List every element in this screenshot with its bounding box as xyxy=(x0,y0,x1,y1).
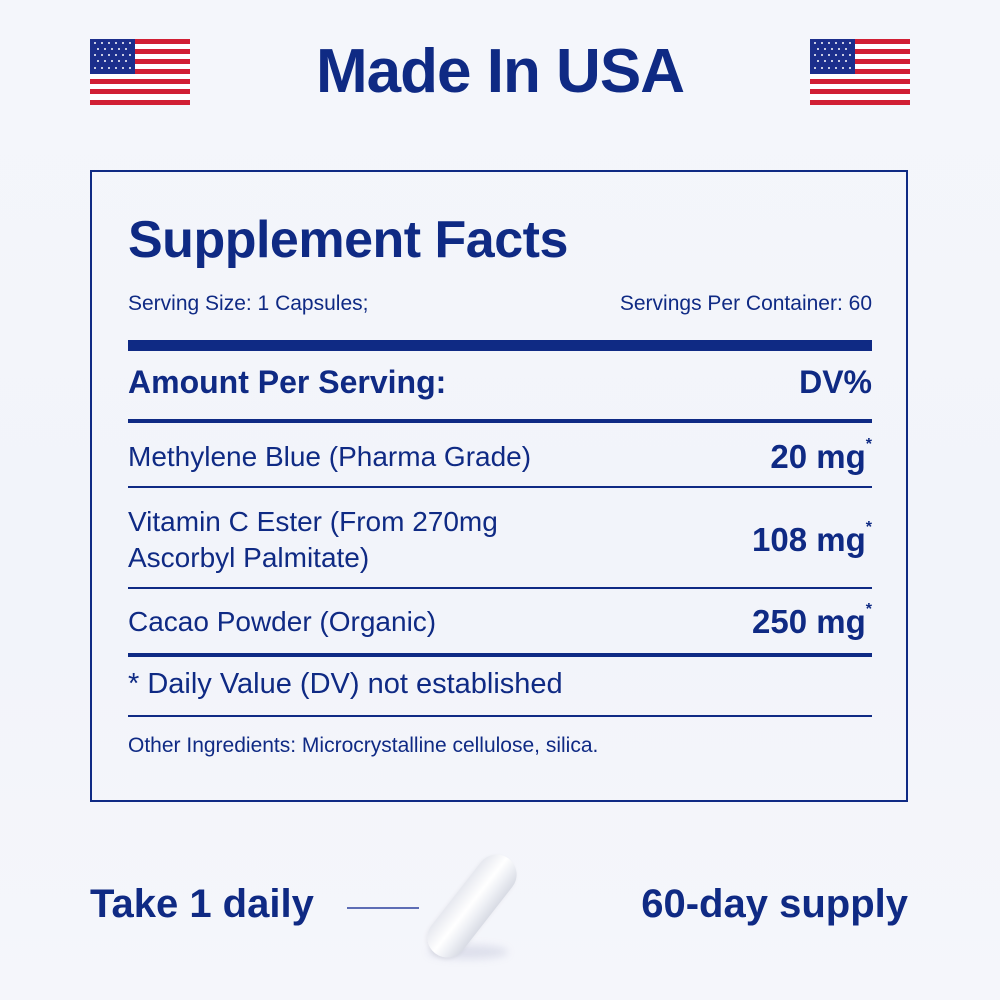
ingredient-row: Vitamin C Ester (From 270mg Ascorbyl Pal… xyxy=(128,503,872,577)
divider xyxy=(128,715,872,717)
ingredient-name: Cacao Powder (Organic) xyxy=(128,606,437,637)
ingredient-amount: 20 mg xyxy=(770,438,866,475)
divider-line xyxy=(347,907,419,909)
dv-footnote: * Daily Value (DV) not established xyxy=(128,668,563,700)
ingredient-amount: 108 mg xyxy=(752,521,866,558)
ingredient-amount: 250 mg xyxy=(752,603,866,640)
divider xyxy=(128,587,872,589)
divider xyxy=(128,419,872,423)
footnote-mark: * xyxy=(865,436,872,453)
ingredient-name: Vitamin C Ester (From 270mg Ascorbyl Pal… xyxy=(128,506,498,573)
footnote-mark: * xyxy=(865,601,872,618)
other-ingredients: Other Ingredients: Microcrystalline cell… xyxy=(128,734,599,757)
divider xyxy=(128,486,872,488)
serving-info: Serving Size: 1 Capsules; Servings Per C… xyxy=(128,292,872,316)
amount-header: Amount Per Serving: xyxy=(128,364,447,400)
ingredient-name: Methylene Blue (Pharma Grade) xyxy=(128,441,532,472)
supply-text: 60-day supply xyxy=(641,882,908,926)
divider xyxy=(128,340,872,351)
facts-title: Supplement Facts xyxy=(128,211,568,269)
supplement-facts-panel xyxy=(90,170,908,802)
divider xyxy=(128,653,872,657)
us-flag-icon xyxy=(90,39,190,105)
amount-header-row: Amount Per Serving: DV% xyxy=(128,364,872,401)
ingredient-row: Methylene Blue (Pharma Grade) 20 mg* xyxy=(128,436,872,477)
dosage-text: Take 1 daily xyxy=(90,882,314,926)
page-title: Made In USA xyxy=(316,37,685,106)
dv-header: DV% xyxy=(799,364,872,400)
footnote-mark: * xyxy=(865,519,872,536)
ingredient-row: Cacao Powder (Organic) 250 mg* xyxy=(128,601,872,642)
servings-per-container: Servings Per Container: 60 xyxy=(619,292,872,315)
serving-size: Serving Size: 1 Capsules; xyxy=(128,292,369,315)
us-flag-icon xyxy=(810,39,910,105)
